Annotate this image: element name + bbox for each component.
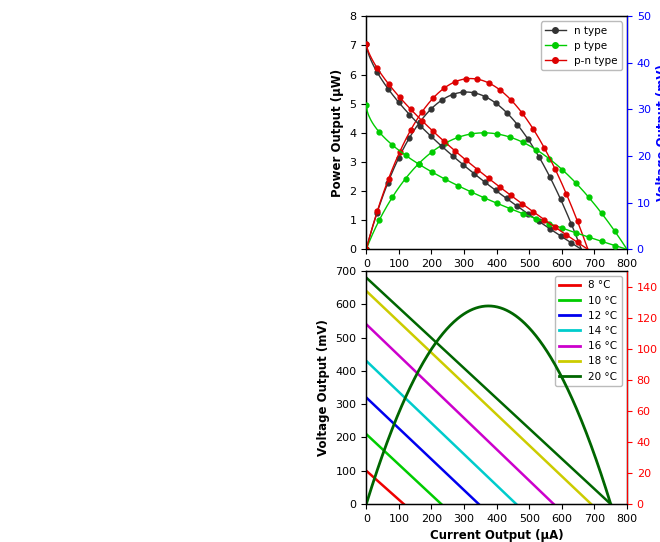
Y-axis label: Voltage Output (mV): Voltage Output (mV) — [657, 64, 660, 201]
Y-axis label: Voltage Output (mV): Voltage Output (mV) — [317, 319, 330, 456]
Legend: n type, p type, p-n type: n type, p type, p-n type — [541, 22, 622, 70]
X-axis label: Current Output (μA): Current Output (μA) — [430, 530, 564, 542]
Y-axis label: Power Output (μW): Power Output (μW) — [331, 69, 344, 197]
X-axis label: Current Output (μA): Current Output (μA) — [430, 275, 564, 288]
Legend: 8 °C, 10 °C, 12 °C, 14 °C, 16 °C, 18 °C, 20 °C: 8 °C, 10 °C, 12 °C, 14 °C, 16 °C, 18 °C,… — [555, 276, 622, 386]
